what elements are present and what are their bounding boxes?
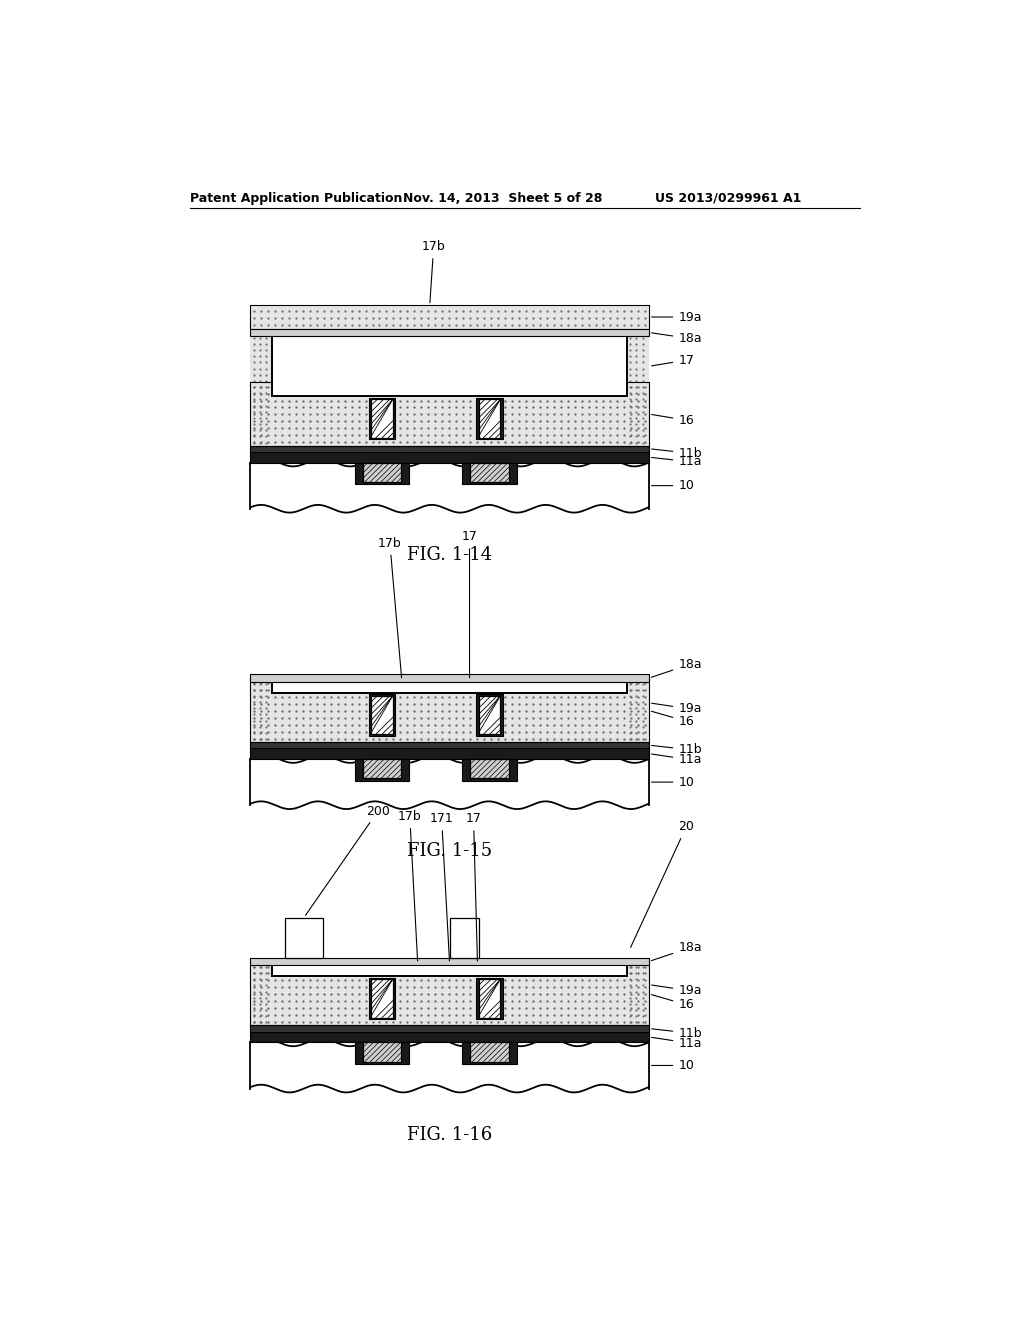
Bar xyxy=(369,978,395,1019)
Bar xyxy=(369,694,395,737)
Bar xyxy=(251,678,649,742)
Bar xyxy=(627,329,649,446)
Text: FIG. 1-14: FIG. 1-14 xyxy=(408,546,493,564)
Text: 16: 16 xyxy=(651,711,694,727)
Bar xyxy=(362,462,401,482)
Bar xyxy=(478,696,501,734)
Bar xyxy=(362,1043,401,1061)
Text: US 2013/0299961 A1: US 2013/0299961 A1 xyxy=(655,191,802,205)
Bar xyxy=(272,682,627,693)
Bar xyxy=(478,400,501,438)
Bar xyxy=(476,978,503,1019)
Bar xyxy=(476,694,503,737)
Bar xyxy=(462,462,516,484)
Bar xyxy=(362,759,401,779)
Text: Patent Application Publication: Patent Application Publication xyxy=(190,191,402,205)
Bar xyxy=(286,917,323,958)
Text: 18a: 18a xyxy=(651,333,701,345)
Bar xyxy=(251,1032,649,1043)
Text: 18a: 18a xyxy=(651,941,701,961)
Bar xyxy=(251,748,649,759)
Bar xyxy=(251,1026,649,1032)
Text: 10: 10 xyxy=(651,479,694,492)
Bar xyxy=(354,462,409,484)
Bar xyxy=(251,305,649,329)
Bar xyxy=(272,965,627,977)
Bar xyxy=(354,1043,409,1064)
Bar xyxy=(371,979,393,1018)
Text: 11b: 11b xyxy=(651,1027,701,1040)
Text: 11b: 11b xyxy=(651,743,701,756)
Text: 10: 10 xyxy=(651,1059,694,1072)
Bar xyxy=(369,397,395,440)
Bar xyxy=(251,383,649,446)
Bar xyxy=(627,675,649,742)
Bar xyxy=(251,675,649,682)
Bar xyxy=(476,397,503,440)
Text: 18a: 18a xyxy=(651,657,701,677)
Bar xyxy=(371,696,393,734)
Text: 10: 10 xyxy=(651,776,694,788)
Text: 200: 200 xyxy=(305,804,390,915)
Bar xyxy=(251,329,272,446)
Text: 19a: 19a xyxy=(651,985,701,998)
Text: 20: 20 xyxy=(631,820,694,948)
Text: 17b: 17b xyxy=(422,240,445,302)
Text: 19a: 19a xyxy=(651,702,701,715)
Bar xyxy=(462,759,516,780)
Text: 17b: 17b xyxy=(378,536,401,677)
Text: 17: 17 xyxy=(651,354,694,367)
Bar xyxy=(462,1043,516,1064)
Bar xyxy=(371,400,393,438)
Bar xyxy=(251,958,649,965)
Bar xyxy=(251,675,272,742)
Bar xyxy=(354,759,409,780)
Text: 17b: 17b xyxy=(398,810,422,961)
Bar xyxy=(251,742,649,748)
Bar xyxy=(251,962,649,1026)
Text: 11a: 11a xyxy=(651,1036,701,1049)
Bar xyxy=(470,759,509,779)
Text: 16: 16 xyxy=(651,995,694,1011)
Bar xyxy=(478,979,501,1018)
Bar xyxy=(627,958,649,1026)
Bar xyxy=(470,1043,509,1061)
Bar xyxy=(272,337,627,396)
Text: 17: 17 xyxy=(462,531,477,677)
Text: FIG. 1-15: FIG. 1-15 xyxy=(408,842,493,861)
Bar xyxy=(251,958,272,1026)
Bar xyxy=(251,446,649,451)
Text: 17: 17 xyxy=(466,812,481,961)
Bar xyxy=(251,451,649,462)
Text: 11a: 11a xyxy=(651,754,701,767)
Text: 19a: 19a xyxy=(651,310,701,323)
Text: FIG. 1-16: FIG. 1-16 xyxy=(407,1126,493,1143)
Bar xyxy=(251,329,649,337)
Bar xyxy=(470,462,509,482)
Text: Nov. 14, 2013  Sheet 5 of 28: Nov. 14, 2013 Sheet 5 of 28 xyxy=(403,191,602,205)
Bar xyxy=(450,917,479,958)
Text: 16: 16 xyxy=(651,413,694,426)
Text: 171: 171 xyxy=(430,812,454,961)
Text: 11b: 11b xyxy=(651,446,701,459)
Text: 11a: 11a xyxy=(651,455,701,469)
